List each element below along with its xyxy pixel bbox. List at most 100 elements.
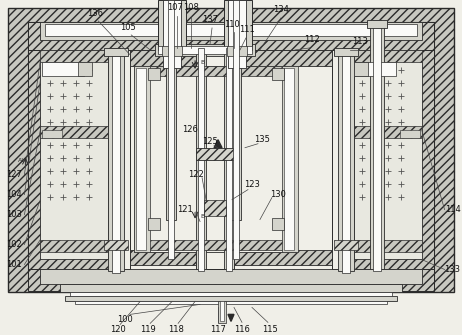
Text: 114: 114 — [445, 205, 461, 214]
Bar — [226, 48, 232, 271]
Bar — [204, 200, 226, 216]
Bar — [370, 22, 384, 269]
Text: 126: 126 — [182, 125, 198, 134]
Text: B: B — [200, 214, 204, 218]
Text: 137: 137 — [202, 15, 218, 24]
Bar — [104, 240, 128, 250]
Bar — [196, 148, 234, 160]
Bar — [43, 130, 62, 138]
Text: 116: 116 — [234, 325, 250, 334]
Bar — [354, 50, 422, 62]
Bar — [134, 240, 296, 250]
Bar — [40, 240, 108, 252]
Bar — [40, 269, 422, 284]
Bar — [231, 0, 241, 219]
Bar — [28, 22, 434, 281]
Bar — [134, 66, 296, 76]
Bar — [158, 46, 252, 54]
Bar — [40, 60, 108, 260]
Text: 102: 102 — [6, 240, 22, 249]
Bar — [354, 62, 368, 76]
Polygon shape — [228, 314, 234, 321]
Bar — [367, 20, 387, 28]
Bar — [162, 46, 182, 56]
Text: 104: 104 — [6, 190, 22, 199]
Bar — [112, 48, 120, 273]
Text: 107: 107 — [167, 3, 183, 12]
Bar — [130, 250, 332, 265]
Bar — [400, 130, 419, 138]
Bar — [28, 50, 116, 269]
Bar — [224, 0, 252, 50]
Bar — [233, 0, 239, 260]
Bar — [155, 44, 255, 56]
Bar — [166, 0, 176, 219]
Text: 115: 115 — [262, 325, 278, 334]
Bar — [130, 50, 332, 271]
Bar — [28, 269, 434, 291]
Bar — [284, 68, 294, 250]
Text: 112: 112 — [304, 36, 320, 45]
Bar — [148, 217, 160, 229]
Bar — [196, 50, 206, 269]
Text: 100: 100 — [117, 315, 133, 324]
Bar — [224, 50, 234, 269]
Bar — [158, 0, 186, 50]
Bar — [220, 302, 224, 321]
Text: 113: 113 — [352, 38, 368, 47]
Bar — [354, 240, 422, 252]
Text: 134: 134 — [273, 5, 289, 14]
Bar — [40, 50, 108, 62]
Bar — [354, 62, 395, 76]
Bar — [163, 0, 181, 68]
Bar — [338, 50, 354, 271]
Text: 127: 127 — [6, 170, 22, 179]
Text: 120: 120 — [110, 325, 126, 334]
Bar — [40, 126, 108, 138]
Bar — [78, 62, 92, 76]
Bar — [272, 68, 284, 80]
Bar — [45, 24, 417, 36]
Bar — [75, 302, 387, 305]
Text: 119: 119 — [140, 325, 156, 334]
Bar — [104, 48, 128, 56]
Bar — [334, 240, 358, 250]
Text: B: B — [200, 60, 204, 65]
Text: 122: 122 — [188, 170, 204, 179]
Bar — [40, 22, 422, 40]
Bar — [134, 66, 150, 252]
Bar — [346, 50, 434, 269]
Text: 117: 117 — [210, 325, 226, 334]
Bar — [342, 48, 350, 273]
Bar — [136, 68, 146, 250]
Bar — [354, 126, 422, 138]
Bar — [282, 66, 298, 252]
Bar — [196, 50, 234, 269]
Text: 135: 135 — [254, 135, 270, 144]
Bar — [70, 292, 392, 296]
Bar — [373, 20, 381, 271]
Bar — [168, 0, 174, 260]
Bar — [134, 66, 296, 252]
Bar — [8, 8, 454, 292]
Text: 130: 130 — [270, 190, 286, 199]
Text: AL: AL — [18, 158, 26, 163]
Bar — [354, 60, 422, 260]
Bar — [334, 48, 358, 56]
Text: 108: 108 — [183, 3, 199, 12]
Bar — [228, 0, 246, 68]
Bar — [227, 46, 247, 56]
Bar — [61, 284, 401, 292]
Text: 136: 136 — [87, 9, 103, 18]
Text: 133: 133 — [444, 265, 461, 274]
Bar — [218, 302, 226, 323]
Text: 111: 111 — [239, 25, 255, 35]
Bar — [28, 22, 434, 50]
Bar — [65, 296, 397, 302]
Bar — [43, 62, 84, 76]
Text: 110: 110 — [224, 20, 240, 29]
Text: 118: 118 — [168, 325, 184, 334]
Text: 105: 105 — [120, 23, 136, 32]
Text: 123: 123 — [244, 180, 260, 189]
Bar — [198, 48, 204, 271]
